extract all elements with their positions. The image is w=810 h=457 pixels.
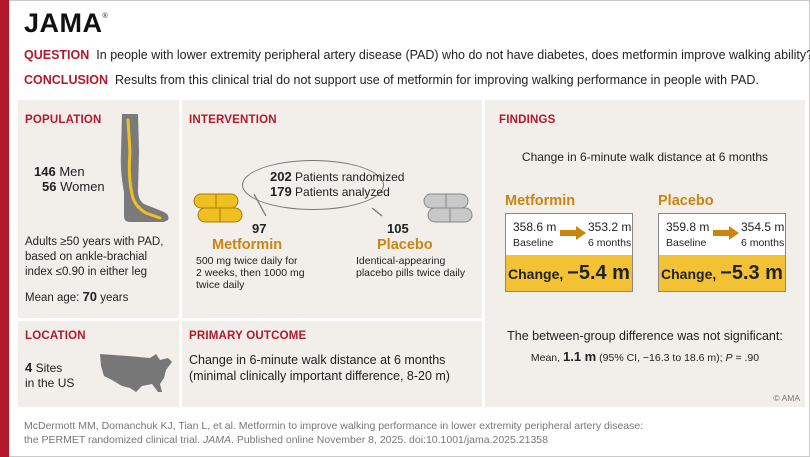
randomized-count: 202: [270, 169, 292, 184]
outcome-title: PRIMARY OUTCOME: [189, 330, 307, 342]
pill-icon-metformin: [193, 193, 243, 223]
pop-desc-3: index ≤0.90 in either leg: [25, 266, 148, 278]
arrow-icon: [560, 226, 586, 240]
mean-value: 1.1 m: [562, 349, 597, 364]
enrollment-oval: [242, 160, 384, 210]
mean-label: Mean,: [530, 352, 561, 364]
women-label: Women: [60, 179, 105, 194]
metformin-count: 97: [252, 221, 267, 236]
us-map-icon: [100, 354, 172, 392]
p-value: = .90: [735, 352, 760, 364]
pop-desc-2: based on ankle-brachial: [25, 251, 148, 263]
citation-line-2: the PERMET randomized clinical trial. JA…: [24, 434, 548, 446]
placebo-baseline-value: 359.8 m: [666, 220, 710, 234]
copyright: © AMA: [773, 393, 800, 403]
men-label: Men: [59, 164, 85, 179]
population-title: POPULATION: [25, 114, 102, 126]
findings-metformin-name: Metformin: [505, 193, 576, 209]
analyzed-stat: 179 Patients analyzed: [270, 184, 390, 200]
randomized-label: Patients randomized: [295, 170, 405, 184]
randomization-lines: [253, 193, 383, 217]
metformin-baseline-label: Baseline: [513, 237, 554, 249]
question-text: In people with lower extremity periphera…: [96, 48, 810, 62]
placebo-change-label: Change,: [661, 266, 717, 282]
intervention-title: INTERVENTION: [189, 114, 277, 126]
sites-stat: 4 Sites: [25, 360, 63, 376]
p-label: P: [725, 352, 733, 364]
pop-desc-1: Adults ≥50 years with PAD,: [25, 236, 164, 248]
mean-age-unit: years: [100, 292, 129, 304]
conclusion-line: CONCLUSION Results from this clinical tri…: [24, 73, 759, 87]
findings-placebo-name: Placebo: [658, 193, 714, 209]
question-line: QUESTION In people with lower extremity p…: [24, 48, 810, 62]
metformin-followup-label: 6 months: [588, 237, 632, 249]
findings-subtitle: Change in 6-minute walk distance at 6 mo…: [521, 150, 769, 164]
placebo-change-value: −5.3 m: [720, 262, 783, 284]
metformin-arm-name: Metformin: [212, 237, 283, 253]
men-count: 146: [34, 164, 56, 179]
women-stat: 56 Women: [42, 180, 105, 194]
metformin-desc-1: 500 mg twice daily for: [196, 255, 298, 267]
citation-line-1: McDermott MM, Domanchuk KJ, Tian L, et a…: [24, 420, 644, 432]
metformin-desc-3: twice daily: [196, 279, 245, 291]
metformin-change-label: Change,: [508, 266, 564, 282]
findings-title: FINDINGS: [499, 114, 556, 126]
brand-bar: [0, 0, 9, 457]
conclusion-label: CONCLUSION: [24, 73, 109, 87]
outcome-line-2: (minimal clinically important difference…: [189, 369, 450, 383]
placebo-arm-name: Placebo: [377, 237, 433, 253]
men-stat: 146 Men: [34, 165, 85, 179]
pill-icon-placebo: [423, 193, 473, 223]
placebo-change: Change, −5.3 m: [659, 255, 785, 291]
placebo-desc-2: placebo pills twice daily: [356, 267, 466, 279]
jama-logo: JAMA®: [24, 8, 109, 38]
mean-age: Mean age: 70 years: [25, 290, 128, 305]
sites-label: Sites: [35, 361, 63, 375]
location-title: LOCATION: [25, 330, 86, 342]
placebo-count: 105: [387, 221, 409, 236]
metformin-change-value: −5.4 m: [567, 262, 630, 284]
sites-count: 4: [25, 360, 33, 375]
ci-text: (95% CI, −16.3 to 18.6 m);: [599, 352, 723, 364]
placebo-followup-value: 354.5 m: [741, 220, 785, 234]
arrow-icon: [713, 226, 739, 240]
metformin-change: Change, −5.4 m: [506, 255, 632, 291]
mean-difference: Mean, 1.1 m (95% CI, −16.3 to 18.6 m); P…: [485, 349, 805, 366]
women-count: 56: [42, 179, 57, 194]
placebo-result-box: 359.8 m Baseline 354.5 m 6 months Change…: [658, 213, 786, 292]
question-label: QUESTION: [24, 48, 90, 62]
metformin-result-box: 358.6 m Baseline 353.2 m 6 months Change…: [505, 213, 633, 292]
sites-region: in the US: [25, 376, 75, 390]
conclusion-text: Results from this clinical trial do not …: [115, 73, 759, 87]
analyzed-label: Patients analyzed: [295, 185, 390, 199]
difference-statement: The between-group difference was not sig…: [507, 329, 783, 343]
metformin-baseline-value: 358.6 m: [513, 220, 557, 234]
citation-journal: JAMA: [202, 434, 231, 446]
randomized-stat: 202 Patients randomized: [270, 169, 405, 185]
leg-icon: [120, 114, 169, 222]
mean-age-value: 70: [82, 289, 98, 304]
outcome-line-1: Change in 6-minute walk distance at 6 mo…: [189, 353, 446, 367]
mean-age-label: Mean age:: [25, 292, 80, 304]
metformin-followup-value: 353.2 m: [588, 220, 632, 234]
placebo-baseline-label: Baseline: [666, 237, 707, 249]
placebo-followup-label: 6 months: [741, 237, 785, 249]
metformin-desc-2: 2 weeks, then 1000 mg: [196, 267, 305, 279]
analyzed-count: 179: [270, 184, 292, 199]
citation: McDermott MM, Domanchuk KJ, Tian L, et a…: [24, 419, 643, 447]
outcome-panel: [182, 321, 482, 407]
placebo-desc-1: Identical-appearing: [356, 255, 446, 267]
